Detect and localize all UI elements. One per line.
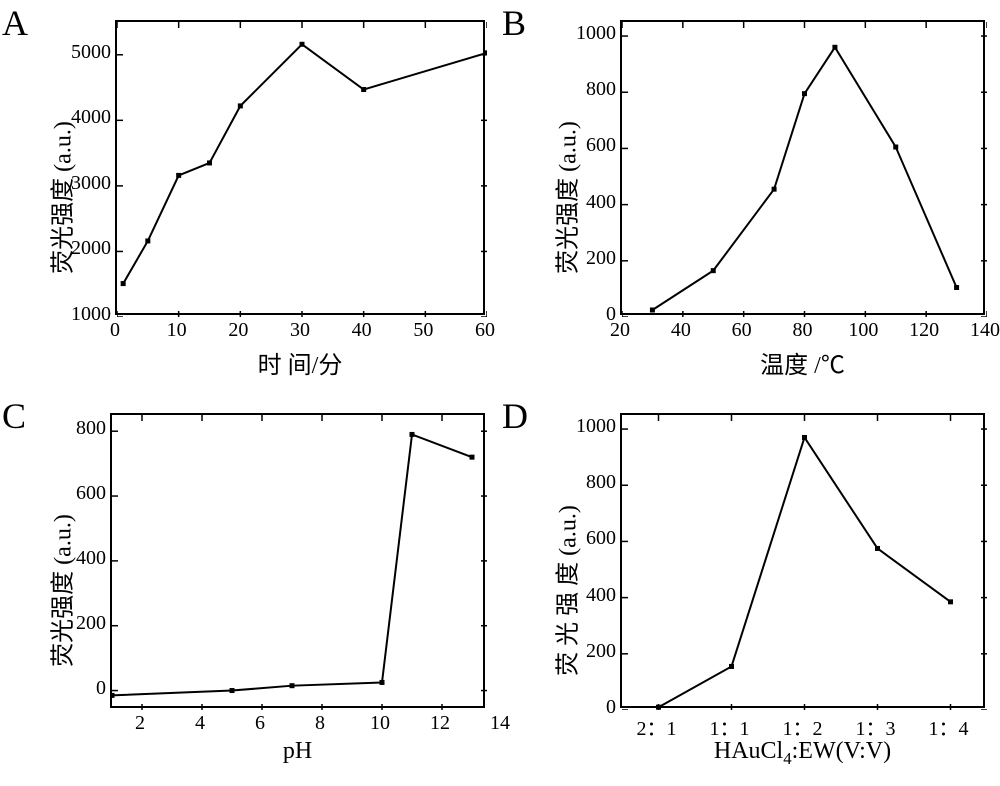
ytick-label: 2000 [41,237,111,260]
panel-C-letter: C [2,395,26,437]
ytick-label: 200 [546,640,616,663]
ytick-label: 1000 [546,415,616,438]
ytick-label: 800 [546,471,616,494]
xtick-label: 50 [393,319,453,342]
xtick-label: 40 [332,319,392,342]
panel-B-letter: B [502,2,526,44]
ytick-label: 5000 [41,41,111,64]
xtick-label: 0 [85,319,145,342]
ytick-label: 400 [546,191,616,214]
panel-A-letter: A [2,2,28,44]
xtick-label: 4 [170,712,230,735]
xtick-label: 1：2 [773,712,833,741]
ytick-label: 800 [546,78,616,101]
xtick-label: 100 [833,319,893,342]
ytick-label: 1000 [546,22,616,45]
panel-C-plot [110,413,485,708]
figure-grid: A 荧光强度 (a.u.) 10002000300040005000 01020… [0,0,1000,786]
xtick-label: 80 [773,319,833,342]
panel-A-plot [115,20,485,315]
ytick-label: 200 [546,247,616,270]
ytick-label: 200 [36,612,106,635]
xtick-label: 2 [110,712,170,735]
panel-C: C 荧光强度 (a.u.) 0200400600800 2468101214 p… [0,393,500,786]
panel-C-xlabel: pH [110,738,485,765]
ytick-label: 4000 [41,106,111,129]
ytick-label: 600 [546,527,616,550]
panel-B: B 荧光强度 (a.u.) 02004006008001000 20406080… [500,0,1000,393]
panel-D: D 荧 光 强 度 (a.u.) 02004006008001000 2：11：… [500,393,1000,786]
xtick-label: 1：1 [700,712,760,741]
panel-A-xlabel: 时 间/分 [115,345,485,380]
ytick-label: 0 [546,696,616,719]
xtick-label: 20 [208,319,268,342]
xtick-label: 40 [651,319,711,342]
xtick-label: 8 [290,712,350,735]
xtick-label: 1：3 [846,712,906,741]
panel-D-letter: D [502,395,528,437]
xtick-label: 1：4 [919,712,979,741]
panel-D-plot [620,413,985,708]
ytick-label: 0 [36,677,106,700]
xtick-label: 2：1 [627,712,687,741]
xtick-label: 60 [712,319,772,342]
ytick-label: 600 [546,134,616,157]
panel-B-xlabel: 温度 /℃ [620,345,985,380]
xtick-label: 10 [350,712,410,735]
panel-B-plot [620,20,985,315]
xtick-label: 10 [147,319,207,342]
xtick-label: 12 [410,712,470,735]
xtick-label: 120 [894,319,954,342]
ytick-label: 800 [36,417,106,440]
xtick-label: 6 [230,712,290,735]
panel-C-ylabel: 荧光强度 (a.u.) [43,491,78,691]
ytick-label: 600 [36,482,106,505]
panel-D-xlabel: HAuCl4:EW(V:V) [620,738,985,769]
ytick-label: 400 [36,547,106,570]
ytick-label: 3000 [41,172,111,195]
ytick-label: 400 [546,584,616,607]
panel-A: A 荧光强度 (a.u.) 10002000300040005000 01020… [0,0,500,393]
xtick-label: 30 [270,319,330,342]
xtick-label: 140 [955,319,1000,342]
xtick-label: 20 [590,319,650,342]
